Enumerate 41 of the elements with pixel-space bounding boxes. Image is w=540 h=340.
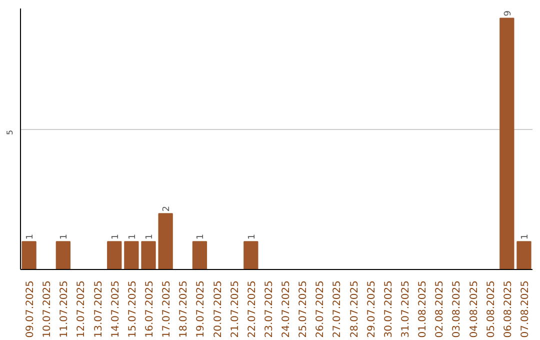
x-tick-label: 29.07.2025 — [366, 280, 378, 338]
x-tick-label: 06.08.2025 — [502, 280, 514, 338]
x-tick-label: 18.07.2025 — [178, 280, 190, 338]
x-tick-label: 17.07.2025 — [162, 280, 173, 338]
x-tick-label: 04.08.2025 — [468, 280, 480, 338]
x-tick-label: 13.07.2025 — [93, 280, 104, 338]
x-tick-label: 16.07.2025 — [144, 280, 156, 338]
data-label: 2 — [162, 206, 172, 212]
data-label: 1 — [196, 234, 206, 240]
x-tick-label: 31.07.2025 — [400, 280, 412, 338]
y-tick-label: 5 — [6, 130, 14, 136]
x-tick-label: 09.07.2025 — [25, 280, 36, 338]
x-tick-label: 12.07.2025 — [76, 280, 88, 338]
data-label: 1 — [520, 234, 530, 240]
x-tick-label: 15.07.2025 — [127, 280, 138, 338]
x-tick-label: 11.07.2025 — [59, 280, 70, 338]
x-tick-label: 03.08.2025 — [452, 280, 463, 338]
x-tick-label: 22.07.2025 — [246, 280, 258, 338]
data-label: 1 — [26, 234, 36, 240]
x-tick-label: 27.07.2025 — [332, 280, 344, 338]
x-tick-label: 24.07.2025 — [281, 280, 292, 338]
x-tick-label: 21.07.2025 — [230, 280, 241, 338]
x-tick-label: 01.08.2025 — [418, 280, 429, 338]
x-tick-label: 10.07.2025 — [42, 280, 54, 338]
x-tick-label: 23.07.2025 — [264, 280, 275, 338]
data-label: 1 — [128, 234, 138, 240]
x-tick-label: 14.07.2025 — [110, 280, 122, 338]
data-label: 1 — [110, 234, 121, 240]
data-label: 9 — [503, 10, 514, 16]
x-tick-label: 05.08.2025 — [486, 280, 497, 338]
x-tick-label: 07.08.2025 — [520, 280, 531, 338]
x-tick-label: 19.07.2025 — [196, 280, 207, 338]
data-label: 1 — [145, 234, 155, 240]
data-label: 1 — [60, 234, 70, 240]
x-tick-label: 20.07.2025 — [212, 280, 224, 338]
data-label: 1 — [247, 234, 258, 240]
x-tick-label: 26.07.2025 — [315, 280, 326, 338]
x-tick-label: 02.08.2025 — [434, 280, 446, 338]
x-tick-label: 28.07.2025 — [349, 280, 360, 338]
x-tick-label: 25.07.2025 — [298, 280, 310, 338]
x-tick-label: 30.07.2025 — [383, 280, 394, 338]
